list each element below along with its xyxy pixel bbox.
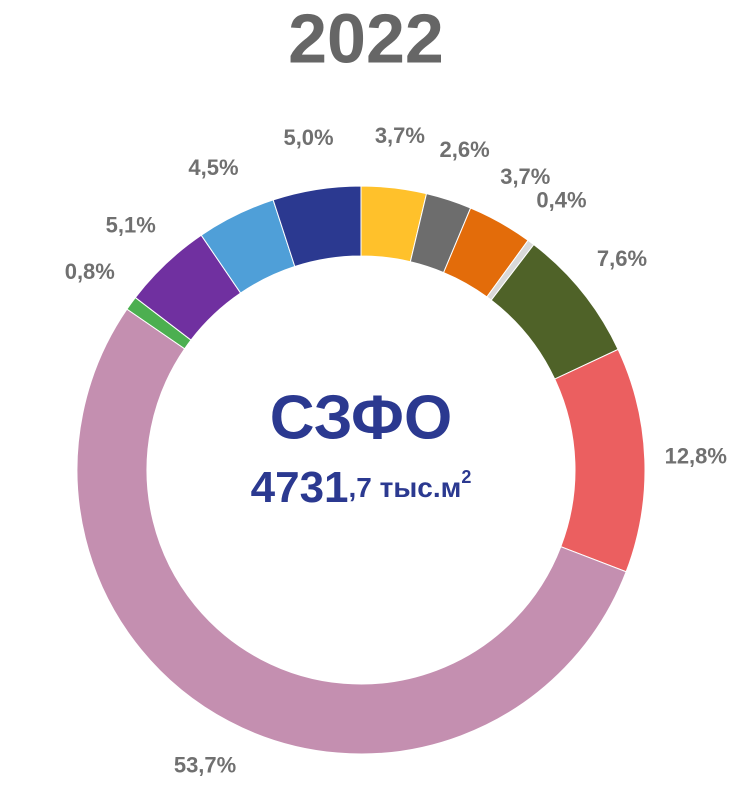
center-unit-power: 2 [461,467,471,487]
data-label: 53,7% [174,752,236,777]
data-label: 5,0% [283,125,333,150]
data-label: 3,7% [375,123,425,148]
donut-slice [76,308,627,755]
data-label: 5,1% [106,213,156,238]
data-label: 12,8% [665,444,727,469]
donut-slice [554,348,646,573]
data-label: 0,8% [65,259,115,284]
center-unit: ,7 тыс.м [349,472,462,503]
chart-title: 2022 [288,0,444,77]
center-value: 4731 [251,463,349,512]
data-label: 0,4% [536,187,586,212]
center-title: СЗФО [270,383,452,452]
data-label: 3,7% [500,164,550,189]
center-total: 4731,7 тыс.м2 [251,463,472,512]
data-label: 2,6% [440,137,490,162]
data-label: 4,5% [188,155,238,180]
donut-slice [272,185,362,268]
data-label: 7,6% [597,246,647,271]
